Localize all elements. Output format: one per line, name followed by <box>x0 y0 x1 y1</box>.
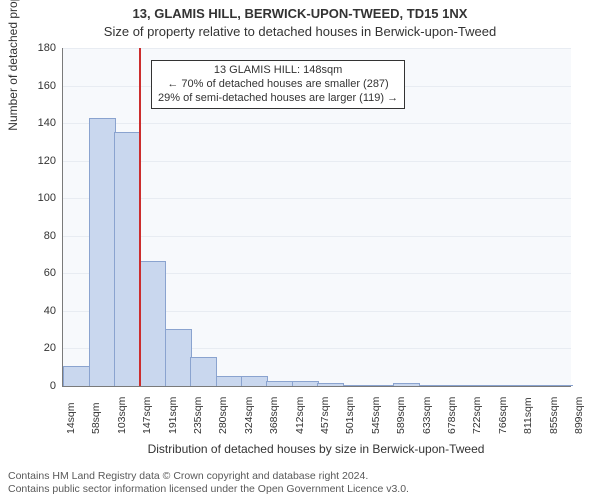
y-axis-label: Number of detached properties <box>6 0 20 217</box>
histogram-bar <box>368 385 395 386</box>
x-tick: 324sqm <box>243 397 255 434</box>
x-tick: 103sqm <box>116 397 128 434</box>
x-tick: 589sqm <box>395 397 407 434</box>
x-tick: 678sqm <box>446 397 458 434</box>
histogram-bar <box>241 376 268 386</box>
reference-marker-line <box>139 48 141 386</box>
x-tick: 855sqm <box>548 397 560 434</box>
footer-line-2: Contains public sector information licen… <box>8 483 592 496</box>
x-tick: 722sqm <box>471 397 483 434</box>
chart-title-address: 13, GLAMIS HILL, BERWICK-UPON-TWEED, TD1… <box>0 6 600 21</box>
x-tick: 501sqm <box>344 397 356 434</box>
y-tick: 100 <box>16 192 56 204</box>
annotation-line: 13 GLAMIS HILL: 148sqm <box>158 64 398 78</box>
x-tick: 545sqm <box>370 397 382 434</box>
attribution-footer: Contains HM Land Registry data © Crown c… <box>8 470 592 496</box>
y-tick: 0 <box>16 380 56 392</box>
y-tick: 60 <box>16 267 56 279</box>
histogram-bar <box>89 118 116 386</box>
annotation-box: 13 GLAMIS HILL: 148sqm← 70% of detached … <box>151 60 405 109</box>
histogram-bar <box>266 381 293 386</box>
histogram-bar <box>63 366 90 386</box>
annotation-line: 29% of semi-detached houses are larger (… <box>158 92 398 106</box>
y-tick: 40 <box>16 305 56 317</box>
x-tick: 280sqm <box>217 397 229 434</box>
x-tick: 58sqm <box>90 402 102 434</box>
histogram-bar <box>292 381 319 386</box>
histogram-bar <box>190 357 217 386</box>
x-tick: 457sqm <box>319 397 331 434</box>
annotation-line: ← 70% of detached houses are smaller (28… <box>158 78 398 92</box>
histogram-bar <box>470 385 497 386</box>
histogram-bar <box>546 385 573 386</box>
x-tick: 412sqm <box>294 397 306 434</box>
histogram-bar <box>216 376 243 386</box>
chart-title-desc: Size of property relative to detached ho… <box>0 24 600 39</box>
x-tick: 368sqm <box>268 397 280 434</box>
x-tick: 14sqm <box>65 402 77 434</box>
histogram-bar <box>343 385 370 386</box>
footer-line-1: Contains HM Land Registry data © Crown c… <box>8 470 592 483</box>
histogram-bar <box>520 385 547 386</box>
histogram-bar <box>317 383 344 386</box>
x-tick: 899sqm <box>573 397 585 434</box>
y-tick: 80 <box>16 230 56 242</box>
histogram-bar <box>165 329 192 386</box>
y-tick: 140 <box>16 117 56 129</box>
histogram-bar <box>393 383 420 386</box>
y-tick: 160 <box>16 80 56 92</box>
x-tick: 811sqm <box>522 397 534 434</box>
y-tick: 20 <box>16 342 56 354</box>
x-tick: 766sqm <box>497 397 509 434</box>
histogram-bar <box>419 385 446 386</box>
x-tick: 633sqm <box>421 397 433 434</box>
histogram-bar <box>495 385 522 386</box>
x-tick: 147sqm <box>141 397 153 434</box>
y-tick: 180 <box>16 42 56 54</box>
x-axis-label: Distribution of detached houses by size … <box>62 442 570 456</box>
histogram-bar <box>114 132 141 387</box>
plot-area: 13 GLAMIS HILL: 148sqm← 70% of detached … <box>62 48 571 387</box>
x-tick: 235sqm <box>192 397 204 434</box>
chart-root: 13, GLAMIS HILL, BERWICK-UPON-TWEED, TD1… <box>0 0 600 500</box>
x-tick: 191sqm <box>167 397 179 434</box>
histogram-bar <box>139 261 166 386</box>
y-tick: 120 <box>16 155 56 167</box>
histogram-bar <box>444 385 471 386</box>
